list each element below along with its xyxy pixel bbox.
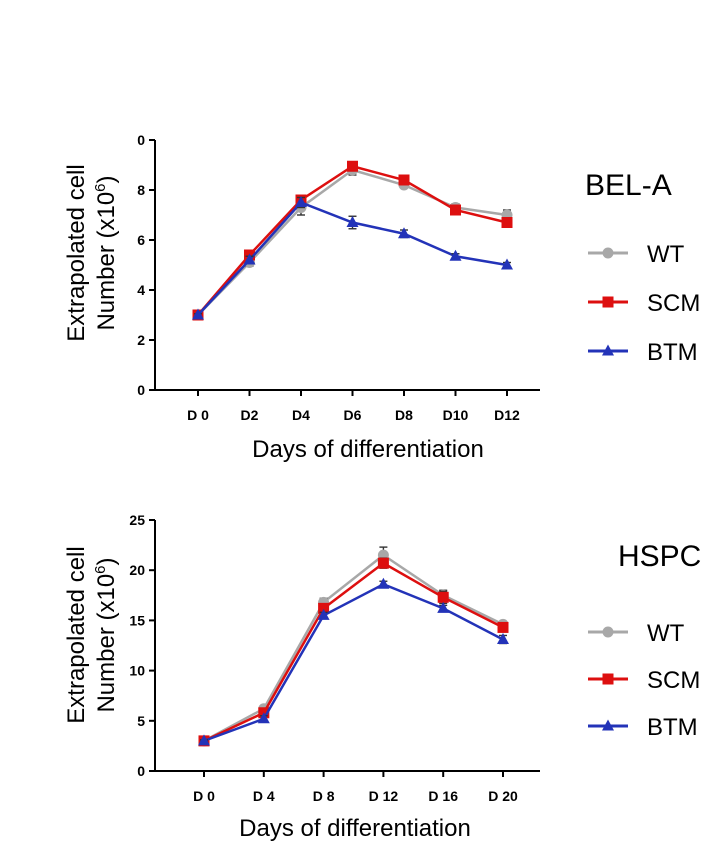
x-tick-label: D10 [443, 407, 469, 423]
legend-label: SCM [647, 290, 700, 317]
x-tick-label: D4 [292, 407, 310, 423]
chart-bel-a: BEL-A Days of differentiation Extrapolat… [63, 132, 700, 463]
data-point [317, 608, 330, 620]
legend-label: WT [647, 241, 685, 268]
chart-title: HSPC [618, 540, 701, 573]
data-point [257, 712, 270, 724]
legend-label: BTM [647, 339, 698, 366]
x-axis-title: Days of differentiation [252, 436, 484, 463]
legend-marker [602, 673, 614, 685]
legend-marker [602, 626, 614, 638]
legend-marker [602, 719, 614, 731]
legend-marker [602, 344, 614, 356]
legend-marker [602, 296, 614, 308]
data-point [501, 258, 513, 270]
data-point [377, 557, 389, 569]
y-tick-label: 0 [137, 382, 145, 398]
legend-label: SCM [647, 667, 700, 694]
y-axis-title: Extrapolated cell [63, 164, 90, 341]
y-tick-label: 25 [129, 512, 145, 528]
x-tick-label: D8 [395, 407, 413, 423]
data-point [437, 601, 450, 613]
y-tick-label: 0 [137, 132, 145, 148]
data-point [497, 621, 509, 633]
data-point [437, 591, 449, 603]
series-line [203, 561, 504, 743]
chart-title: BEL-A [585, 169, 672, 202]
data-point [198, 734, 210, 746]
series-btm [198, 577, 509, 746]
data-point [398, 174, 410, 186]
x-tick-label: D 20 [488, 788, 518, 804]
series-wt [192, 164, 513, 321]
series-line [197, 168, 508, 316]
legend-label: WT [647, 620, 685, 647]
data-point [450, 204, 461, 216]
series-wt [198, 546, 509, 747]
x-tick-label: D6 [344, 407, 362, 423]
data-point [449, 249, 462, 261]
y-axis-title: Extrapolated cell [63, 546, 90, 723]
data-point [377, 577, 390, 589]
legend-item-scm: SCM [588, 667, 700, 694]
y-tick-label: 6 [137, 232, 145, 248]
y-tick-label: 15 [129, 612, 145, 628]
y-tick-label: 20 [129, 562, 145, 578]
y-tick-label: 10 [129, 663, 145, 679]
y-tick-label: 5 [137, 713, 145, 729]
series-line [203, 553, 504, 742]
data-point [295, 196, 307, 207]
y-tick-label: 4 [137, 282, 145, 298]
data-point [346, 216, 359, 227]
x-tick-label: D 8 [313, 788, 335, 804]
series-line [203, 582, 504, 743]
x-tick-label: D12 [494, 407, 520, 423]
series-scm [192, 160, 513, 321]
legend-marker [602, 247, 614, 259]
data-point [318, 602, 330, 614]
x-tick-label: D 4 [253, 788, 275, 804]
legend-item-btm: BTM [588, 714, 698, 741]
y-axis-title-unit: Number (x106) [92, 557, 120, 712]
legend-item-scm: SCM [588, 290, 700, 317]
y-axis-title-unit: Number (x106) [92, 175, 120, 330]
y-tick-label: 2 [137, 332, 145, 348]
y-tick-label: 0 [137, 763, 145, 779]
y-tick-label: 8 [137, 182, 145, 198]
data-point [501, 217, 513, 228]
data-point [497, 632, 509, 644]
legend-item-wt: WT [588, 620, 685, 647]
legend-label: BTM [647, 714, 698, 741]
legend-item-btm: BTM [588, 339, 698, 366]
x-tick-label: D 0 [193, 788, 215, 804]
x-tick-label: D 12 [369, 788, 399, 804]
series-line [197, 164, 508, 316]
legend-item-wt: WT [588, 241, 685, 268]
x-tick-label: D2 [241, 407, 259, 423]
chart-hspc: HSPC Days of differentiation Extrapolate… [63, 512, 701, 842]
data-point [347, 160, 358, 172]
data-point [398, 227, 410, 239]
data-point [192, 308, 204, 320]
x-tick-label: D 16 [428, 788, 458, 804]
data-point [243, 253, 256, 265]
x-tick-label: D 0 [187, 407, 209, 423]
x-axis-title: Days of differentiation [239, 815, 471, 842]
series-btm [192, 196, 513, 320]
